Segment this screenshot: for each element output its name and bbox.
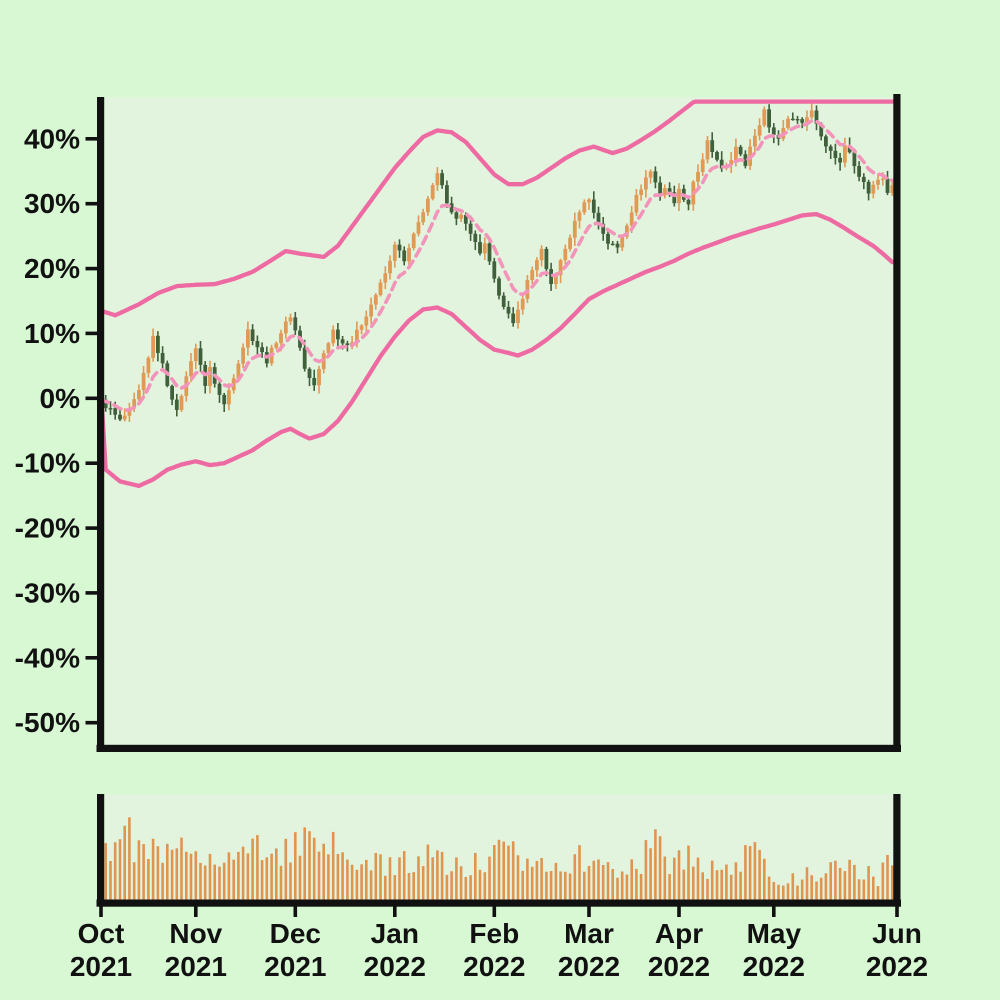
y-axis-labels: 40% 30% 20% 10% 0% -10% -20% -30% -40% -50% [15,123,80,738]
x-tick-year-label: 2022 [558,951,620,982]
x-tick-month-label: Dec [270,918,321,949]
y-tick-label: 20% [24,253,80,284]
y-tick-label: 40% [24,123,80,154]
y-axis-ticks [85,137,97,725]
bollinger-bands [100,99,897,489]
x-tick-month-label: Feb [469,918,519,949]
x-tick-month-label: Nov [169,918,222,949]
y-tick-label: -20% [15,513,80,544]
y-tick-label: -10% [15,448,80,479]
x-tick-month-label: Oct [78,918,125,949]
y-tick-label: 10% [24,318,80,349]
y-tick-label: -50% [15,707,80,738]
x-tick-month-label: Apr [655,918,703,949]
x-tick-year-label: 2021 [165,951,227,982]
volume-bars [99,817,894,900]
moving-average-line [100,119,895,412]
x-tick-year-label: 2022 [648,951,710,982]
x-tick-month-label: Jun [872,918,922,949]
x-tick-year-label: 2022 [364,951,426,982]
x-tick-year-label: 2022 [463,951,525,982]
axis-spines [96,94,901,907]
y-tick-label: 30% [24,188,80,219]
x-tick-year-label: 2022 [866,951,928,982]
y-tick-label: -30% [15,577,80,608]
x-tick-year-label: 2022 [743,951,805,982]
panel-backgrounds [100,97,897,900]
x-tick-month-label: Mar [564,918,614,949]
y-tick-label: -40% [15,642,80,673]
x-tick-month-label: Jan [371,918,419,949]
y-tick-label: 0% [40,383,81,414]
bollinger-lower-band [100,211,897,489]
bollinger-upper-band [100,99,897,318]
x-tick-year-label: 2021 [70,951,132,982]
x-tick-month-label: May [747,918,802,949]
x-axis-labels: Oct2021Nov2021Dec2021Jan2022Feb2022Mar20… [70,918,928,982]
x-axis-ticks [99,906,899,917]
x-tick-year-label: 2021 [264,951,326,982]
